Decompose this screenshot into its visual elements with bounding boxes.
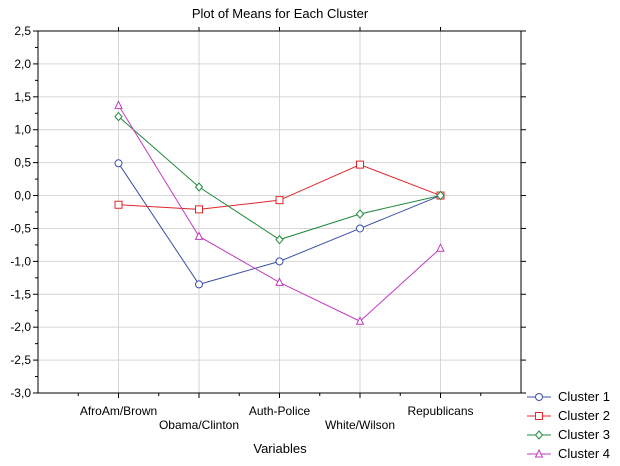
data-point (114, 111, 123, 122)
x-tick-label: Auth-Police (249, 404, 311, 418)
data-point (194, 231, 204, 240)
data-point (356, 224, 364, 233)
y-tick-label: 0,5 (14, 156, 31, 170)
series-group (114, 100, 445, 325)
legend-marker (534, 430, 544, 440)
x-tick-label: White/Wilson (325, 418, 395, 432)
legend-label: Cluster 1 (558, 389, 610, 404)
y-tick-label: 2,5 (14, 24, 31, 38)
legend-marker (534, 448, 544, 458)
y-tick-label: 1,0 (14, 123, 31, 137)
data-point (195, 280, 203, 289)
legend-marker (535, 412, 543, 420)
y-tick-label: 2,0 (14, 57, 31, 71)
legend-label: Cluster 2 (558, 408, 610, 423)
y-tick-label: -2,5 (10, 353, 31, 367)
y-tick-label: -0,5 (10, 221, 31, 235)
legend-label: Cluster 4 (558, 446, 610, 461)
y-tick-label: -1,0 (10, 254, 31, 268)
y-tick-label: 0,0 (14, 189, 31, 203)
data-point (436, 243, 445, 252)
data-point (436, 190, 445, 201)
chart-title: Plot of Means for Each Cluster (192, 6, 369, 21)
x-tick-label: AfroAm/Brown (80, 404, 157, 418)
x-tick-label: Republicans (407, 404, 473, 418)
data-point (356, 160, 364, 169)
legend-item: Cluster 1 (527, 389, 610, 404)
y-tick-label: -3,0 (10, 386, 31, 400)
data-point (195, 205, 203, 214)
grid-lines (38, 31, 521, 393)
data-point (355, 316, 365, 325)
data-point (194, 182, 204, 192)
data-point (275, 196, 284, 205)
legend-marker (535, 393, 543, 401)
data-point (114, 200, 123, 209)
x-axis-label: Variables (253, 441, 307, 456)
legend-item: Cluster 4 (527, 446, 610, 461)
data-point (355, 209, 365, 219)
x-tick-label: Obama/Clinton (159, 418, 239, 432)
series-3 (114, 111, 445, 245)
y-tick-label: 1,5 (14, 90, 31, 104)
legend-label: Cluster 3 (558, 427, 610, 442)
data-point (275, 257, 284, 266)
legend: Cluster 1 Cluster 2 Cluster 3 Cluster 4 (527, 389, 610, 461)
y-tick-label: -2,0 (10, 320, 31, 334)
axis-ticks: 2,5 2,0 1,5 1,0 0,5 0,0 -0,5 -1,0 -1,5 -2,0 -2,5 -3… (10, 24, 526, 432)
legend-item: Cluster 3 (527, 427, 610, 442)
y-tick-label: -1,5 (10, 287, 31, 301)
data-point (275, 234, 284, 245)
data-point (114, 100, 123, 109)
series-4 (114, 100, 445, 325)
data-point (114, 159, 123, 168)
legend-item: Cluster 2 (527, 408, 610, 423)
data-point (275, 277, 284, 286)
